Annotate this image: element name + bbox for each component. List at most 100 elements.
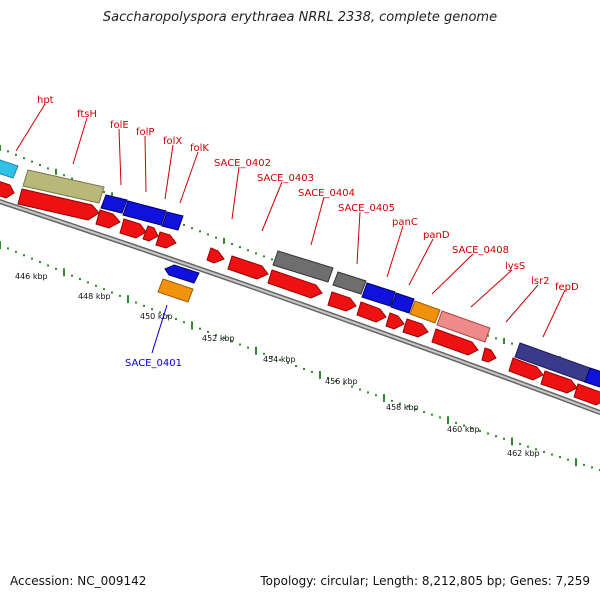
minor-tick [31, 257, 33, 260]
minor-tick [31, 160, 33, 163]
ruler-label: 458 kbp [386, 403, 419, 412]
minor-tick [335, 379, 337, 382]
map-title: Saccharopolyspora erythraea NRRL 2338, c… [102, 10, 498, 25]
minor-tick [199, 230, 201, 233]
cds-arrow [155, 231, 177, 249]
gene-label-hpt: hpt [37, 95, 54, 106]
cds-arrow [573, 383, 600, 406]
gene-label-sace-0405: SACE_0405 [338, 203, 395, 214]
ruler-label: 448 kbp [78, 292, 111, 301]
major-tick [223, 237, 225, 244]
minor-tick [167, 314, 169, 317]
minor-tick [367, 391, 369, 394]
minor-tick [23, 157, 25, 160]
minor-tick [551, 453, 553, 456]
minor-tick [23, 254, 25, 257]
cds-arrow [356, 301, 387, 323]
gene-label-folx: folX [163, 136, 182, 147]
gene-panD-box [409, 300, 441, 324]
minor-tick [71, 274, 73, 277]
minor-tick [527, 445, 529, 448]
minor-tick [559, 456, 561, 459]
minor-tick [7, 150, 9, 153]
minor-tick [543, 450, 545, 453]
genome-summary-text: Topology: circular; Length: 8,212,805 bp… [260, 574, 590, 588]
minor-tick [231, 242, 233, 245]
minor-tick [495, 337, 497, 340]
minor-tick [71, 177, 73, 180]
gene-label-sace-0408: SACE_0408 [452, 245, 509, 256]
major-tick [447, 416, 449, 425]
minor-tick [311, 370, 313, 373]
minor-tick [359, 388, 361, 391]
minor-tick [263, 255, 265, 258]
feature-track-inner [0, 181, 600, 406]
minor-tick [255, 252, 257, 255]
gene-folP-box [122, 200, 167, 226]
minor-tick [455, 421, 457, 424]
genome-backbone-highlight [0, 200, 600, 414]
gene-label-sace-0404: SACE_0404 [298, 188, 355, 199]
gene-label-lsr2: lsr2 [531, 276, 549, 287]
cds-arrow [385, 312, 405, 330]
minor-tick [47, 264, 49, 267]
minor-tick [183, 321, 185, 324]
minor-tick [39, 261, 41, 264]
cds-arrow [95, 209, 121, 229]
minor-tick [423, 410, 425, 413]
major-tick [319, 370, 321, 379]
major-tick [191, 321, 193, 330]
cds-arrow [267, 269, 323, 299]
minor-tick [15, 250, 17, 253]
minor-tick [519, 443, 521, 446]
minor-tick [231, 340, 233, 343]
gene-label-folk: folK [190, 143, 209, 154]
minor-tick [343, 382, 345, 385]
label-leader-SACE-0401 [151, 304, 168, 354]
gene-SACE-0405b-box [361, 282, 396, 307]
minor-tick [7, 247, 9, 250]
minor-tick [103, 288, 105, 291]
cds-arrow [481, 347, 497, 363]
gene-ftsH [22, 169, 105, 204]
minor-tick [87, 281, 89, 284]
ruler-label: 456 kbp [325, 377, 358, 386]
gene-label-fepd: fepD [555, 282, 579, 293]
gene-fepD-tail [584, 367, 600, 388]
minor-tick [215, 236, 217, 239]
minor-tick [287, 361, 289, 364]
gene-label-folp: folP [136, 127, 154, 138]
gene-panC-box [390, 292, 415, 314]
gene-label-pand: panD [423, 230, 450, 241]
minor-tick [247, 346, 249, 349]
major-tick [55, 168, 57, 175]
minor-tick [431, 413, 433, 416]
cds-arrow [508, 357, 544, 381]
minor-tick [103, 191, 105, 194]
gene-SACE-0405-box [332, 271, 367, 295]
minor-tick [279, 358, 281, 361]
minor-tick [439, 416, 441, 419]
cds-arrow [142, 225, 159, 242]
ruler-label: 462 kbp [507, 449, 540, 458]
ruler-labels: 446 kbp 448 kbp 450 kbp 452 kbp 454 kbp 456 k… [15, 272, 540, 458]
cds-arrow [206, 247, 225, 264]
ruler-label: 454 kbp [263, 355, 296, 364]
minor-tick [271, 258, 273, 261]
minor-tick [487, 334, 489, 337]
major-tick [503, 337, 505, 344]
minor-tick [471, 427, 473, 430]
minor-tick [239, 343, 241, 346]
minor-tick [583, 463, 585, 466]
gene-labels: hpt ftsH folE folP folX folK SACE_0402 SACE_040… [37, 95, 579, 369]
minor-tick [143, 304, 145, 307]
minor-tick [271, 355, 273, 358]
minor-tick [191, 227, 193, 230]
minor-tick [591, 466, 593, 469]
accession-text: Accession: NC_009142 [10, 574, 147, 588]
cds-arrow [540, 370, 578, 394]
minor-tick [375, 394, 377, 397]
minor-tick [303, 367, 305, 370]
cds-arrow [0, 181, 15, 199]
